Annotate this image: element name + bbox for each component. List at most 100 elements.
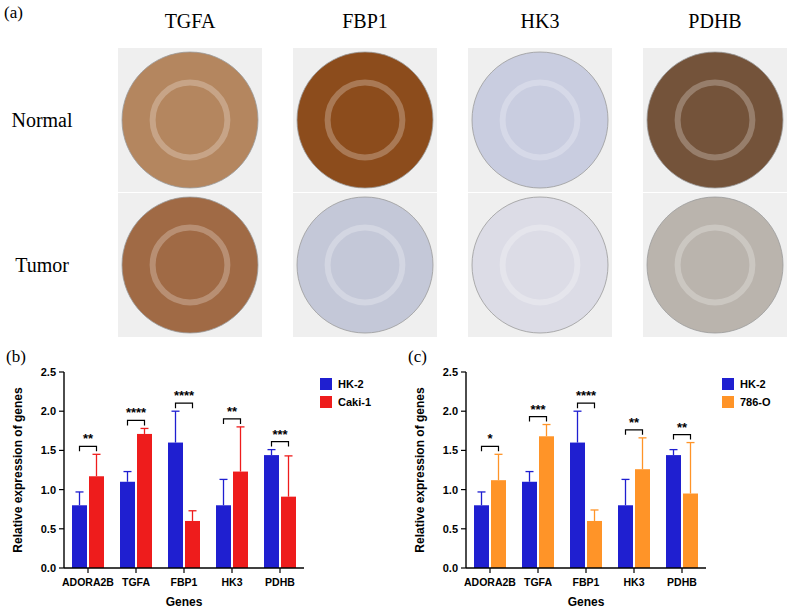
- x-tick: [135, 568, 136, 573]
- tissue-core: [122, 197, 258, 333]
- significance-label: ***: [272, 427, 288, 442]
- x-tick: [633, 568, 634, 573]
- y-axis-title: Relative expression of genes: [413, 387, 427, 553]
- tissue-texture: [328, 228, 403, 303]
- error-bar: [639, 438, 647, 469]
- error-bar: [189, 511, 197, 521]
- y-tick-label: 1.0: [41, 484, 56, 496]
- y-tick-label: 1.0: [443, 484, 458, 496]
- bar: [491, 480, 506, 568]
- error-bar: [574, 411, 582, 442]
- bar: [635, 469, 650, 568]
- x-tick-label: PDHB: [667, 576, 697, 588]
- bar: [233, 472, 248, 568]
- x-axis: [64, 567, 304, 568]
- y-tick: [59, 567, 64, 568]
- tissue-core: [647, 197, 783, 333]
- row-header: Tumor: [15, 254, 69, 276]
- y-tick-label: 2.5: [41, 366, 56, 378]
- y-tick: [59, 411, 64, 412]
- image-background: [468, 193, 612, 337]
- significance-label: *: [487, 431, 493, 446]
- bar: [666, 455, 681, 568]
- bar: [474, 505, 489, 568]
- legend-swatch: [722, 396, 734, 408]
- x-tick: [489, 568, 490, 573]
- y-tick-label: 0.0: [443, 562, 458, 574]
- x-tick: [87, 568, 88, 573]
- x-tick-label: TGFA: [524, 576, 552, 588]
- y-tick: [461, 371, 466, 372]
- column-header: PDHB: [688, 10, 741, 32]
- tissue-texture: [153, 83, 228, 158]
- significance-bracket: [530, 417, 547, 422]
- significance-label: **: [629, 415, 640, 430]
- bar: [89, 476, 104, 568]
- tissue-core: [297, 197, 433, 333]
- error-bar: [141, 428, 149, 433]
- y-tick: [461, 528, 466, 529]
- tissue-texture: [503, 83, 578, 158]
- bar: [618, 505, 633, 568]
- x-tick: [279, 568, 280, 573]
- bar: [185, 521, 200, 568]
- significance-bracket: [674, 435, 691, 440]
- column-header: HK3: [521, 10, 560, 32]
- y-tick: [59, 371, 64, 372]
- x-axis-title: Genes: [166, 595, 203, 609]
- image-background: [643, 193, 787, 337]
- error-bar: [76, 492, 84, 505]
- y-tick: [59, 450, 64, 451]
- legend-swatch: [722, 378, 734, 390]
- tissue-texture: [678, 228, 753, 303]
- error-bar: [622, 479, 630, 505]
- panel-label: (c): [408, 347, 427, 366]
- bar: [137, 434, 152, 568]
- x-tick: [537, 568, 538, 573]
- y-tick: [59, 528, 64, 529]
- tissue-core: [647, 52, 783, 188]
- significance-bracket: [224, 419, 241, 424]
- x-tick: [183, 568, 184, 573]
- significance-bracket: [272, 442, 289, 447]
- error-bar: [478, 492, 486, 505]
- error-bar: [285, 456, 293, 497]
- legend-label: HK-2: [338, 378, 364, 390]
- tissue-core: [472, 52, 608, 188]
- panel-a: (a)TGFAFBP1HK3PDHBNormalTumor: [4, 3, 787, 337]
- significance-bracket: [80, 446, 97, 451]
- marks: [474, 411, 698, 568]
- legend-label: HK-2: [740, 378, 766, 390]
- column-header: FBP1: [342, 10, 388, 32]
- tissue-texture: [153, 228, 228, 303]
- significance-label: **: [677, 420, 688, 435]
- significance-bracket: [626, 430, 643, 435]
- significance-label: **: [227, 404, 238, 419]
- significance-bracket: [578, 403, 595, 408]
- y-tick-label: 1.5: [443, 444, 458, 456]
- y-tick-label: 1.5: [41, 444, 56, 456]
- image-background: [468, 48, 612, 192]
- y-tick: [461, 450, 466, 451]
- error-bar: [124, 472, 132, 482]
- y-tick: [461, 411, 466, 412]
- y-tick-label: 0.0: [41, 562, 56, 574]
- bar: [120, 482, 135, 568]
- error-bar: [526, 472, 534, 482]
- panel-2: (c)0.00.51.01.52.02.5Relative expression…: [408, 347, 771, 609]
- bar: [281, 497, 296, 568]
- y-tick-label: 2.0: [41, 405, 56, 417]
- y-tick-label: 2.5: [443, 366, 458, 378]
- bar: [216, 505, 231, 568]
- x-axis: [466, 567, 706, 568]
- x-tick-label: ADORA2B: [62, 576, 114, 588]
- error-bar: [268, 450, 276, 455]
- marks: [72, 411, 296, 568]
- x-tick-label: HK3: [623, 576, 644, 588]
- error-bar: [220, 479, 228, 505]
- bar: [539, 436, 554, 568]
- y-tick-label: 0.5: [41, 523, 56, 535]
- image-background: [293, 48, 437, 192]
- tissue-core: [472, 197, 608, 333]
- x-tick-label: HK3: [221, 576, 242, 588]
